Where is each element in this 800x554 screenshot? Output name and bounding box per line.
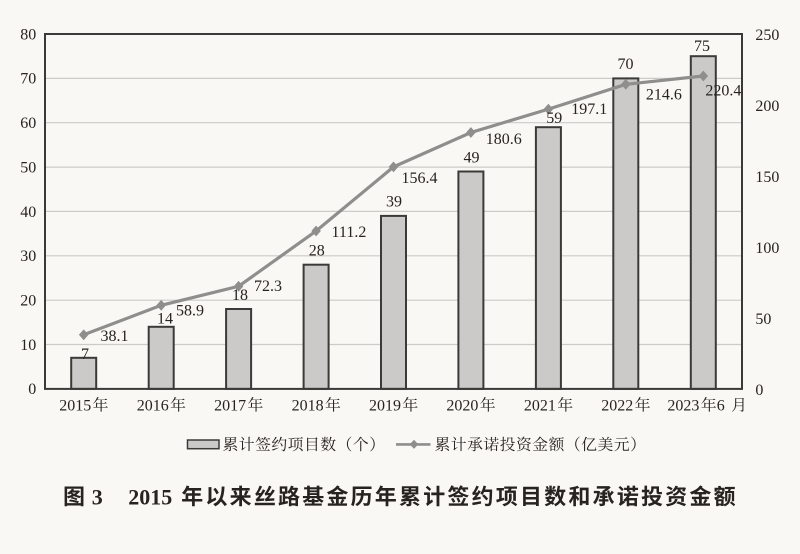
svg-text:214.6: 214.6 — [646, 87, 682, 104]
svg-text:197.1: 197.1 — [571, 101, 607, 118]
svg-text:3: 3 — [92, 484, 103, 509]
svg-text:18: 18 — [232, 287, 248, 304]
svg-text:150: 150 — [755, 169, 779, 186]
svg-text:50: 50 — [20, 159, 36, 176]
svg-text:6: 6 — [717, 398, 725, 415]
svg-text:100: 100 — [755, 240, 779, 257]
svg-text:220.4: 220.4 — [705, 83, 741, 100]
svg-text:111.2: 111.2 — [332, 224, 367, 241]
svg-text:156.4: 156.4 — [402, 170, 438, 187]
svg-text:38.1: 38.1 — [101, 328, 129, 345]
svg-text:2018: 2018 — [292, 398, 324, 415]
svg-text:72.3: 72.3 — [254, 278, 282, 295]
svg-text:2020: 2020 — [446, 398, 478, 415]
svg-text:2017: 2017 — [214, 398, 246, 415]
svg-text:250: 250 — [755, 27, 779, 44]
svg-text:80: 80 — [20, 26, 36, 43]
svg-text:20: 20 — [20, 293, 36, 310]
svg-text:2015: 2015 — [59, 398, 91, 415]
svg-text:180.6: 180.6 — [486, 131, 522, 148]
svg-text:2015: 2015 — [128, 484, 172, 509]
svg-text:28: 28 — [309, 242, 325, 259]
svg-text:50: 50 — [755, 311, 771, 328]
svg-text:0: 0 — [28, 381, 36, 398]
svg-text:59: 59 — [546, 110, 562, 127]
svg-text:14: 14 — [157, 311, 173, 328]
svg-text:2021: 2021 — [524, 398, 556, 415]
svg-text:7: 7 — [81, 346, 89, 363]
svg-text:39: 39 — [386, 194, 402, 211]
svg-text:2023: 2023 — [667, 398, 699, 415]
svg-text:70: 70 — [618, 56, 634, 73]
svg-text:75: 75 — [694, 38, 710, 55]
svg-text:60: 60 — [20, 115, 36, 132]
svg-text:49: 49 — [464, 150, 480, 167]
svg-text:30: 30 — [20, 248, 36, 265]
svg-text:70: 70 — [20, 71, 36, 88]
svg-text:10: 10 — [20, 337, 36, 354]
svg-text:2022: 2022 — [601, 398, 633, 415]
svg-text:0: 0 — [755, 382, 763, 399]
svg-text:2016: 2016 — [137, 398, 169, 415]
svg-text:200: 200 — [755, 98, 779, 115]
svg-text:58.9: 58.9 — [176, 303, 204, 320]
svg-text:40: 40 — [20, 204, 36, 221]
svg-text:2019: 2019 — [369, 398, 401, 415]
